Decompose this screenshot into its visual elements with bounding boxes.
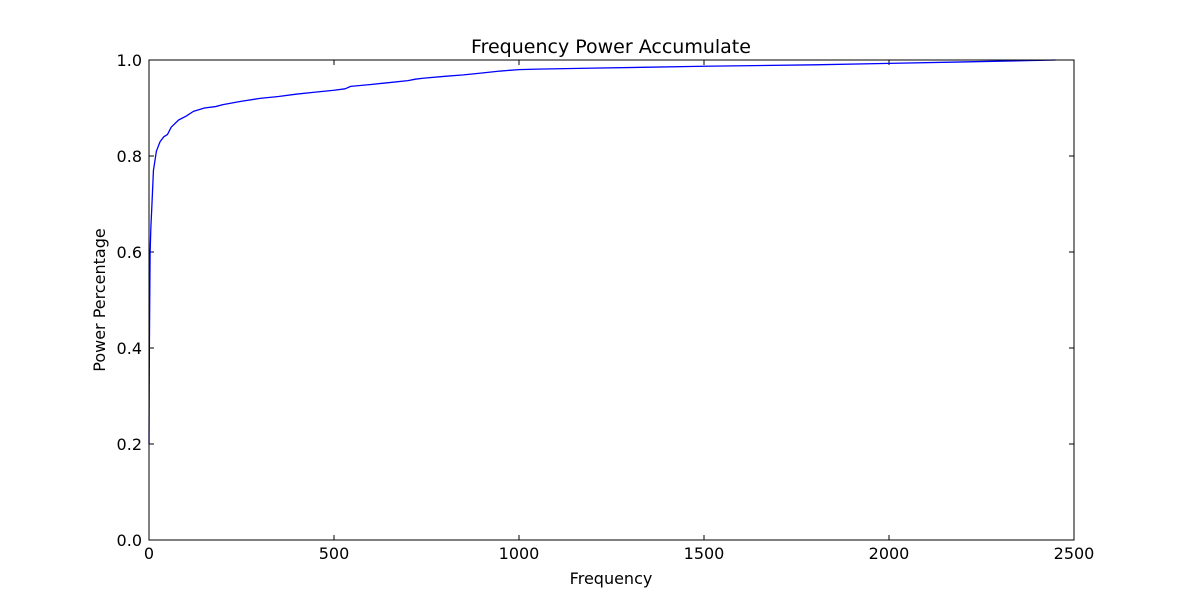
- series-layer: [148, 59, 1056, 445]
- plot-frame: [148, 59, 1075, 541]
- y-tick-label: 0.0: [117, 531, 142, 550]
- y-tick-label: 0.6: [117, 243, 142, 262]
- y-tick-label: 1.0: [117, 51, 142, 70]
- y-tick-label: 0.4: [117, 339, 142, 358]
- x-tick-label: 500: [319, 544, 350, 563]
- y-axis-label: Power Percentage: [90, 228, 109, 371]
- tick-layer: 0 500 1000 1500 2000 2500 0.0 0.2 0.4 0.6 0.8 1.0: [117, 51, 1095, 563]
- x-tick-label: 1500: [684, 544, 725, 563]
- y-tick-label: 0.2: [117, 435, 142, 454]
- y-tick-label: 0.8: [117, 147, 142, 166]
- chart-title: Frequency Power Accumulate: [471, 36, 751, 58]
- x-tick-label: 2500: [1054, 544, 1095, 563]
- x-tick-label: 0: [144, 544, 154, 563]
- x-tick-label: 1000: [499, 544, 540, 563]
- x-axis-label: Frequency: [570, 569, 653, 588]
- series-line: [148, 59, 1056, 445]
- x-tick-label: 2000: [869, 544, 910, 563]
